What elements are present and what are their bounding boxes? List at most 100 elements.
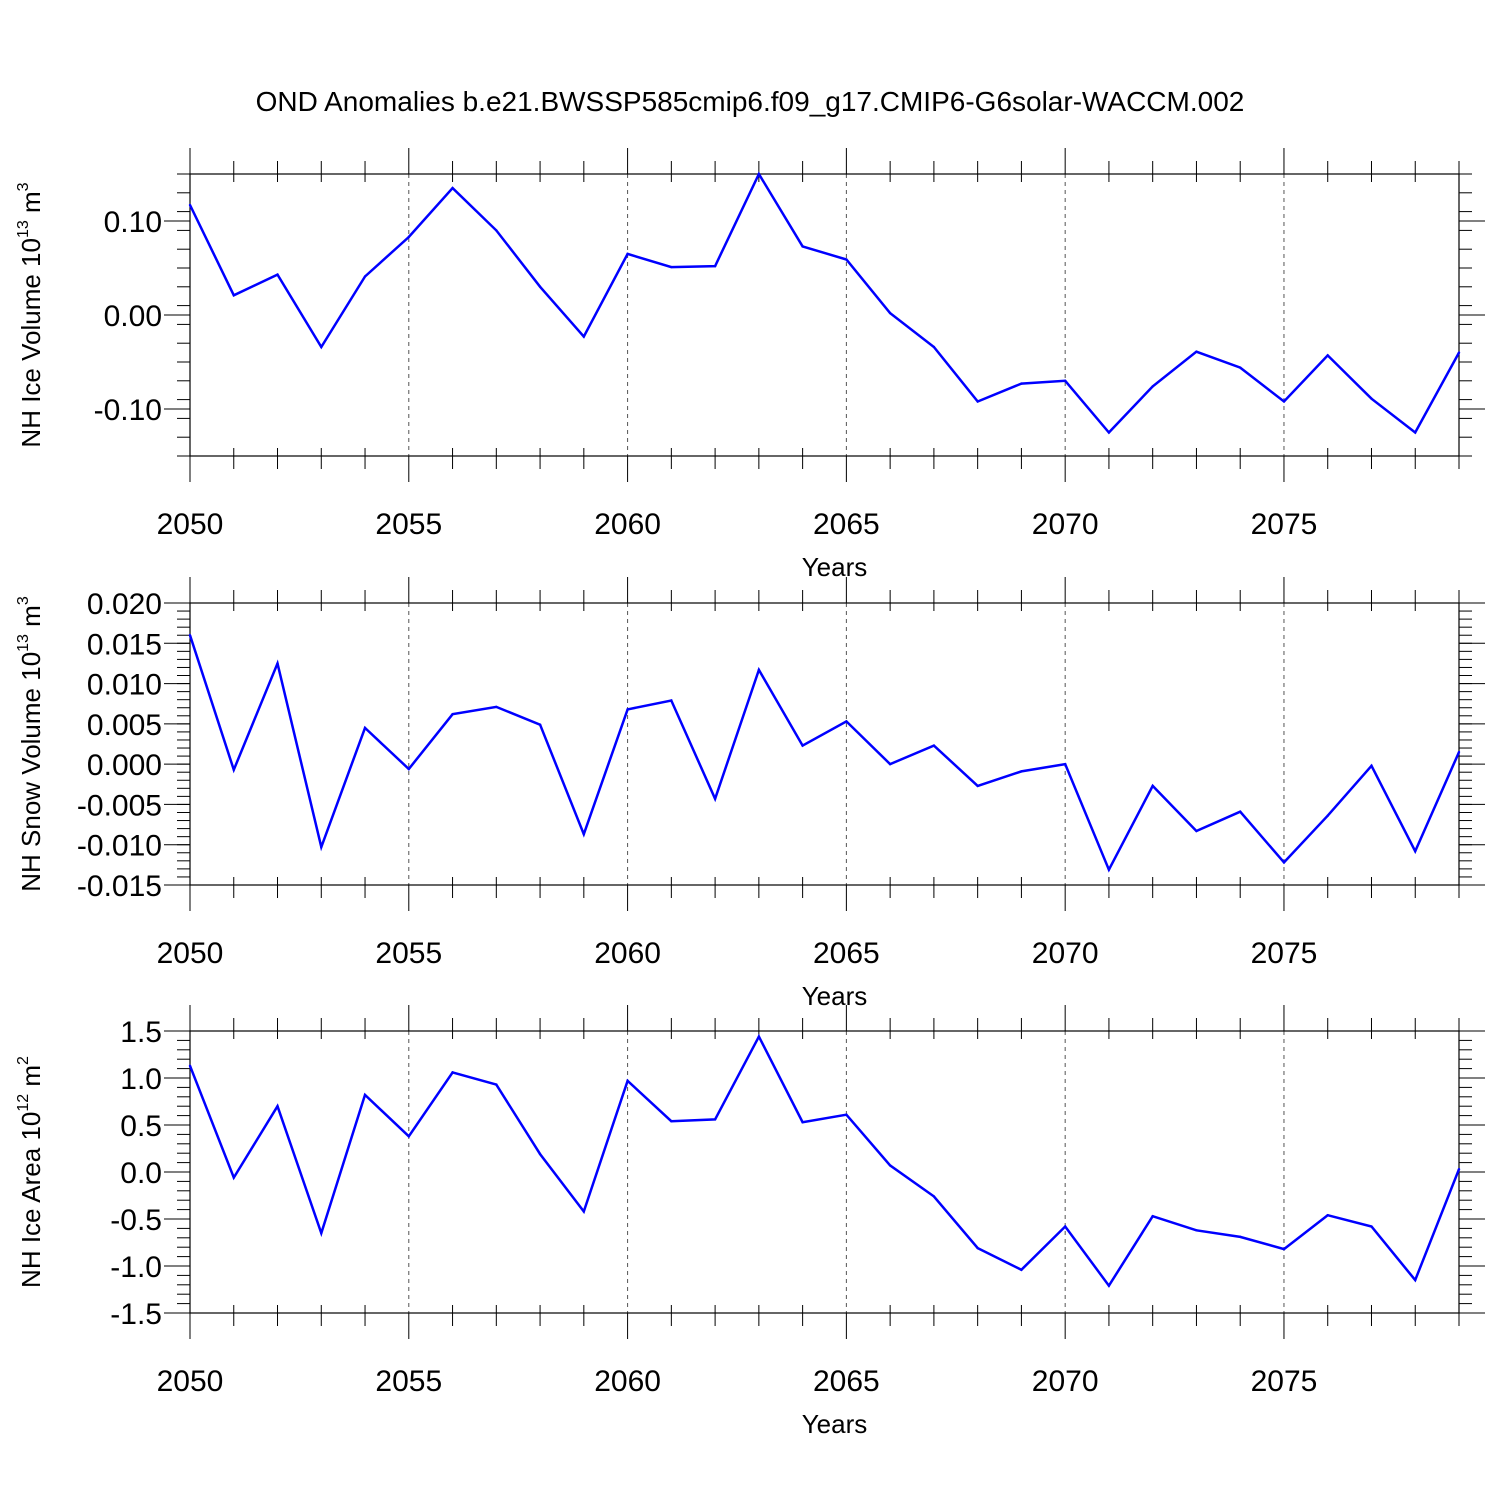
x-axis-label: Years	[802, 552, 868, 582]
data-point	[670, 699, 673, 702]
series-line	[188, 171, 1461, 435]
data-point	[188, 1064, 192, 1067]
x-tick-label: 2075	[1251, 1365, 1318, 1398]
y-tick-label: 1.0	[120, 1063, 162, 1096]
data-point	[1195, 1229, 1198, 1232]
x-tick-label: 2070	[1032, 937, 1099, 970]
data-point	[845, 720, 848, 723]
data-point	[757, 668, 761, 672]
data-point	[1195, 350, 1198, 353]
x-tick-label: 2050	[157, 1365, 224, 1398]
x-tick-label: 2055	[375, 937, 442, 970]
y-tick-label: 0.005	[87, 709, 162, 742]
data-point	[1370, 764, 1373, 767]
data-point	[320, 845, 323, 849]
data-point	[495, 1083, 498, 1086]
plot-frame	[189, 173, 1460, 457]
data-point	[932, 345, 936, 349]
data-point	[801, 744, 804, 747]
y-tick-label: -0.10	[94, 394, 162, 427]
data-point	[670, 265, 673, 269]
y-tick-label: 0.010	[87, 669, 162, 702]
panel-1: 0.10 0.00 -0.10 2050 2055 2060 2065 2070 2075 Yea…	[15, 148, 1485, 582]
data-point	[1063, 762, 1067, 766]
data-point	[713, 264, 717, 268]
data-point	[1282, 1247, 1286, 1251]
data-point	[232, 768, 235, 771]
data-point	[276, 273, 279, 276]
x-tick-label: 2060	[594, 1365, 661, 1398]
y-tick-label: -1.0	[110, 1251, 162, 1284]
data-point	[976, 784, 979, 788]
data-point	[1370, 397, 1373, 400]
data-point	[1107, 431, 1111, 434]
data-point	[1239, 810, 1242, 813]
data-point	[232, 294, 235, 297]
y-tick-label: 0.00	[104, 300, 162, 333]
data-point	[320, 1231, 323, 1235]
data-point	[232, 1176, 235, 1179]
data-point	[976, 1246, 979, 1250]
y-tick-label: -0.010	[77, 830, 162, 863]
data-point	[582, 833, 586, 836]
data-point	[538, 1152, 542, 1156]
data-point	[495, 229, 498, 232]
data-point	[1107, 1284, 1111, 1287]
data-point	[1457, 1167, 1461, 1171]
data-point	[188, 203, 192, 207]
y-tick-label: -1.5	[110, 1298, 162, 1331]
panels: 0.10 0.00 -0.10 2050 2055 2060 2065 2070 2075 Yea…	[15, 148, 1485, 1439]
x-tick-label: 2055	[375, 1365, 442, 1398]
x-tick-label: 2075	[1251, 508, 1318, 541]
x-tick-label: 2055	[375, 508, 442, 541]
data-point	[1151, 385, 1154, 388]
x-tick-label: 2075	[1251, 937, 1318, 970]
data-point	[801, 1120, 804, 1124]
x-tick-label: 2060	[594, 937, 661, 970]
data-point	[1239, 366, 1242, 369]
data-point	[888, 1164, 892, 1167]
data-point	[1457, 750, 1461, 754]
data-point	[1063, 379, 1067, 382]
data-point	[888, 762, 892, 766]
y-tick-label: 0.0	[120, 1157, 162, 1190]
y-tick-label: -0.005	[77, 789, 162, 822]
data-point	[1326, 354, 1329, 357]
series-line	[188, 1033, 1461, 1288]
data-point	[670, 1120, 673, 1123]
data-point	[538, 723, 542, 726]
y-tick-label: 0.000	[87, 749, 162, 782]
data-point	[1457, 351, 1461, 354]
data-point	[1282, 861, 1286, 864]
data-point	[1107, 868, 1111, 871]
data-point	[1020, 770, 1023, 773]
x-tick-label: 2065	[813, 508, 880, 541]
data-point	[1195, 829, 1198, 833]
data-point	[276, 662, 279, 665]
data-point	[626, 1079, 629, 1083]
data-point	[801, 245, 804, 248]
data-point	[363, 1093, 367, 1097]
data-point	[1020, 1268, 1023, 1271]
x-tick-label: 2050	[157, 508, 224, 541]
data-point	[626, 252, 629, 256]
x-tick-label: 2065	[813, 937, 880, 970]
y-tick-label: -0.5	[110, 1204, 162, 1237]
figure-title: OND Anomalies b.e21.BWSSP585cmip6.f09_g1…	[256, 86, 1245, 117]
data-point	[888, 311, 892, 315]
data-point	[1151, 784, 1154, 788]
x-tick-label: 2050	[157, 937, 224, 970]
data-point	[363, 275, 367, 278]
data-point	[626, 708, 629, 711]
data-point	[1063, 1225, 1067, 1228]
data-point	[757, 172, 761, 176]
plot-frame	[189, 602, 1460, 886]
data-point	[1414, 431, 1417, 434]
x-axis-label: Years	[802, 981, 868, 1011]
data-point	[713, 1118, 717, 1121]
data-point	[1370, 1225, 1373, 1228]
panel-3: 1.5 1.0 0.5 0.0 -0.5 -1.0 -1.5 2050 2055 2060 2065…	[15, 1005, 1485, 1439]
data-point	[451, 1071, 454, 1074]
data-point	[976, 400, 979, 403]
